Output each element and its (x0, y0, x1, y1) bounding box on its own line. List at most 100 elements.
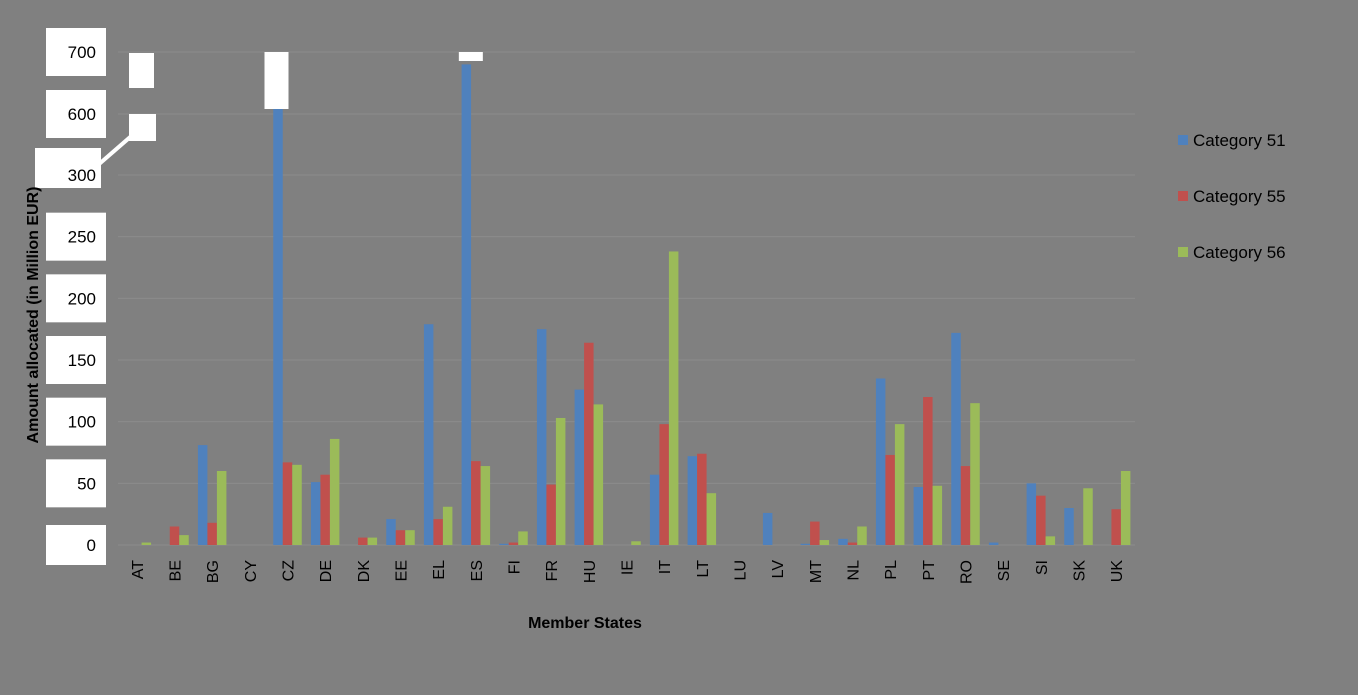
bar-category-56-BE (179, 535, 189, 545)
bar-category-56-LT (706, 493, 717, 545)
bar-category-51-PL (875, 378, 886, 545)
bar-category-51-DE (310, 482, 321, 545)
y-tick-label: 600 (68, 105, 96, 124)
axis-break-markers (96, 52, 483, 167)
x-tick-label: FI (507, 560, 524, 574)
legend-label: Category 56 (1193, 243, 1286, 262)
bar-category-51-EL (423, 324, 434, 545)
x-tick-label: SK (1072, 560, 1089, 582)
bar-category-56-BG (216, 471, 227, 545)
bar-category-56-MT (819, 540, 830, 545)
bar-category-51-PT (913, 487, 924, 545)
bar-category-51-SE (988, 542, 999, 545)
y-tick-box (46, 274, 106, 323)
bar-category-51-HU (574, 389, 585, 545)
y-tick-label: 250 (68, 228, 96, 247)
bar-category-51-MT (800, 543, 811, 545)
bar-category-55-MT (810, 521, 820, 545)
bar-category-56-FR (555, 417, 566, 545)
y-tick-box (46, 212, 106, 261)
x-tick-label: LV (770, 560, 787, 579)
bar-category-55-NL (847, 542, 858, 545)
bar-category-55-FR (546, 484, 556, 545)
x-tick-label: PT (921, 560, 938, 581)
bar-category-55-CZ (282, 462, 293, 545)
y-tick-label: 200 (68, 289, 96, 308)
bar-break-marker (458, 52, 483, 61)
x-tick-label: SI (1034, 560, 1051, 575)
axis-break-slash (96, 130, 138, 167)
legend-swatch (1178, 247, 1188, 257)
bar-category-51-EE (386, 519, 396, 545)
bar-category-56-SI (1045, 536, 1056, 545)
x-tick-label: EE (394, 560, 411, 581)
bar-category-55-FI (508, 542, 519, 545)
y-axis-label: Amount allocated (in Million EUR) (25, 187, 42, 444)
legend-swatch (1178, 135, 1188, 145)
y-tick-label: 700 (68, 43, 96, 62)
bar-category-55-IT (659, 424, 669, 545)
bar-break-marker (264, 52, 289, 109)
bar-category-55-HU (584, 342, 594, 545)
bar-category-56-FI (518, 531, 528, 545)
bar-category-56-DE (329, 438, 340, 545)
bar-category-51-NL (838, 538, 848, 545)
bar-category-55-BG (207, 522, 217, 545)
bar-category-55-ES (471, 461, 481, 545)
x-tick-label: UK (1109, 560, 1126, 583)
bar-category-56-NL (857, 526, 867, 545)
bar-category-56-IE (631, 541, 641, 545)
bar-category-51-BG (197, 445, 208, 545)
x-tick-label: SE (996, 560, 1013, 581)
y-tick-box (46, 525, 106, 565)
x-tick-label: BE (168, 560, 185, 581)
x-tick-label: RO (959, 560, 976, 584)
y-tick-label: 150 (68, 351, 96, 370)
bar-category-55-PL (885, 454, 895, 545)
x-axis-label: Member States (528, 615, 642, 632)
y-tick-box (46, 90, 106, 138)
x-tick-label: ES (469, 560, 486, 581)
legend-label: Category 55 (1193, 187, 1286, 206)
bar-category-55-DE (320, 474, 330, 545)
y-tick-box (46, 336, 106, 384)
legend-swatch (1178, 191, 1188, 201)
x-tick-label: CZ (281, 560, 298, 582)
bar-category-51-FR (536, 329, 547, 545)
bar-category-56-UK (1120, 471, 1131, 545)
legend-label: Category 51 (1193, 131, 1286, 150)
bar-category-56-AT (141, 542, 152, 545)
axis-break-box (129, 53, 154, 88)
x-tick-label: PL (883, 560, 900, 580)
x-tick-label: HU (582, 560, 599, 583)
bar-category-51-LT (687, 456, 698, 545)
x-tick-label: AT (130, 560, 147, 579)
bars (141, 52, 1131, 546)
bar-category-55-BE (169, 526, 180, 545)
y-tick-box (46, 397, 106, 446)
x-tick-label: LU (733, 560, 750, 580)
x-tick-label: LT (695, 560, 712, 578)
bar-category-55-UK (1111, 509, 1121, 545)
x-tick-label: DE (318, 560, 335, 582)
y-tick-box (46, 459, 106, 508)
y-tick-label: 50 (77, 474, 96, 493)
y-tick-box (46, 28, 106, 76)
bar-category-55-LT (697, 453, 707, 545)
x-tick-label: MT (808, 560, 825, 583)
x-tick-label: CY (243, 560, 260, 583)
x-tick-labels: AT BE BG CY CZ DE DK EE EL ES FI FR HU IE IT LT LU LV MT NL… (130, 560, 1126, 584)
bar-category-55-SI (1036, 495, 1046, 545)
y-tick-label: 100 (68, 413, 96, 432)
x-tick-label: EL (431, 560, 448, 580)
bar-category-56-ES (480, 466, 491, 545)
bar-category-51-FI (499, 543, 509, 545)
bar-category-56-DK (367, 537, 378, 545)
bar-category-56-EL (442, 506, 453, 545)
bar-category-56-EE (405, 530, 415, 545)
bar-category-51-ES (461, 64, 472, 546)
bar-category-55-DK (358, 537, 368, 545)
bar-category-51-SI (1026, 483, 1037, 545)
